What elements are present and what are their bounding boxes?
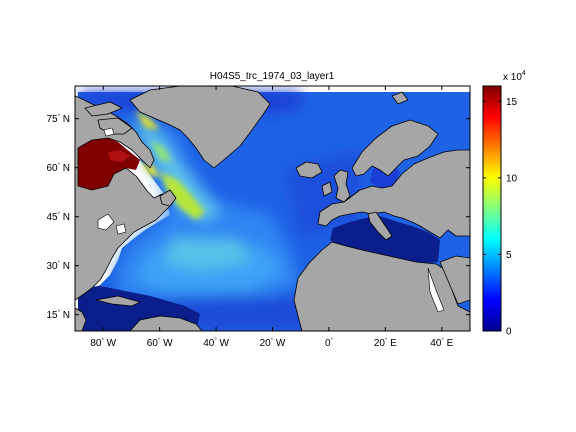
- colorbar-gradient: [482, 85, 502, 332]
- sahara-gap: [427, 267, 445, 313]
- colorbar-tick-label: 0: [506, 327, 512, 338]
- lat-tick-label: 75° N: [46, 114, 70, 125]
- colorbar-multiplier-base: x 10: [503, 72, 522, 83]
- scandinavia: [351, 119, 439, 177]
- newfoundland: [159, 189, 177, 207]
- south-america: [129, 315, 203, 331]
- colorbar-multiplier: x 104: [503, 70, 526, 83]
- colorbar-tick-label: 5: [506, 250, 512, 261]
- greenland: [129, 86, 271, 169]
- svalbard: [391, 91, 409, 105]
- colorbar-ticks: 0 5 10 15: [483, 97, 518, 338]
- colorbar-tick-label: 10: [506, 173, 518, 184]
- longitude-axis: 80° W 60° W 40° W 20° W 0° 20° E 40° E: [90, 86, 454, 349]
- colorbar-multiplier-exp: 4: [522, 70, 526, 77]
- lon-tick-label: 20° W: [260, 338, 286, 349]
- hudson-bay-high: [78, 138, 140, 190]
- land: [75, 86, 470, 331]
- north-america: [75, 86, 173, 301]
- lon-tick-label: 60° W: [147, 338, 173, 349]
- map-panel: [75, 86, 470, 331]
- lon-tick-label: 80° W: [90, 338, 116, 349]
- lat-tick-label: 60° N: [46, 163, 70, 174]
- lon-tick-label: 40° E: [430, 338, 453, 349]
- lat-tick-label: 45° N: [46, 212, 70, 223]
- lon-tick-label: 0°: [325, 338, 334, 349]
- africa: [293, 241, 470, 331]
- lat-tick-label: 30° N: [46, 261, 70, 272]
- lon-tick-label: 20° E: [374, 338, 397, 349]
- latitude-axis: 75° N 60° N 45° N 30° N 15° N: [46, 114, 470, 321]
- lon-tick-label: 40° W: [203, 338, 229, 349]
- colorbar-tick-label: 15: [506, 97, 518, 108]
- cuba: [95, 295, 141, 307]
- iceland: [295, 161, 323, 179]
- arctic-islands: [84, 101, 123, 117]
- arabia: [439, 255, 470, 305]
- mediterranean: [330, 216, 440, 264]
- colorbar: 0 5 10 15 x 104: [482, 70, 526, 338]
- great-lakes: [97, 213, 115, 231]
- italy: [367, 211, 393, 241]
- map-title: H04S5_trc_1974_03_layer1: [210, 71, 335, 82]
- central-america: [75, 307, 87, 331]
- lat-tick-label: 15° N: [46, 310, 70, 321]
- europe-asia: [317, 149, 470, 239]
- ireland: [321, 181, 333, 197]
- british-isles: [333, 169, 351, 203]
